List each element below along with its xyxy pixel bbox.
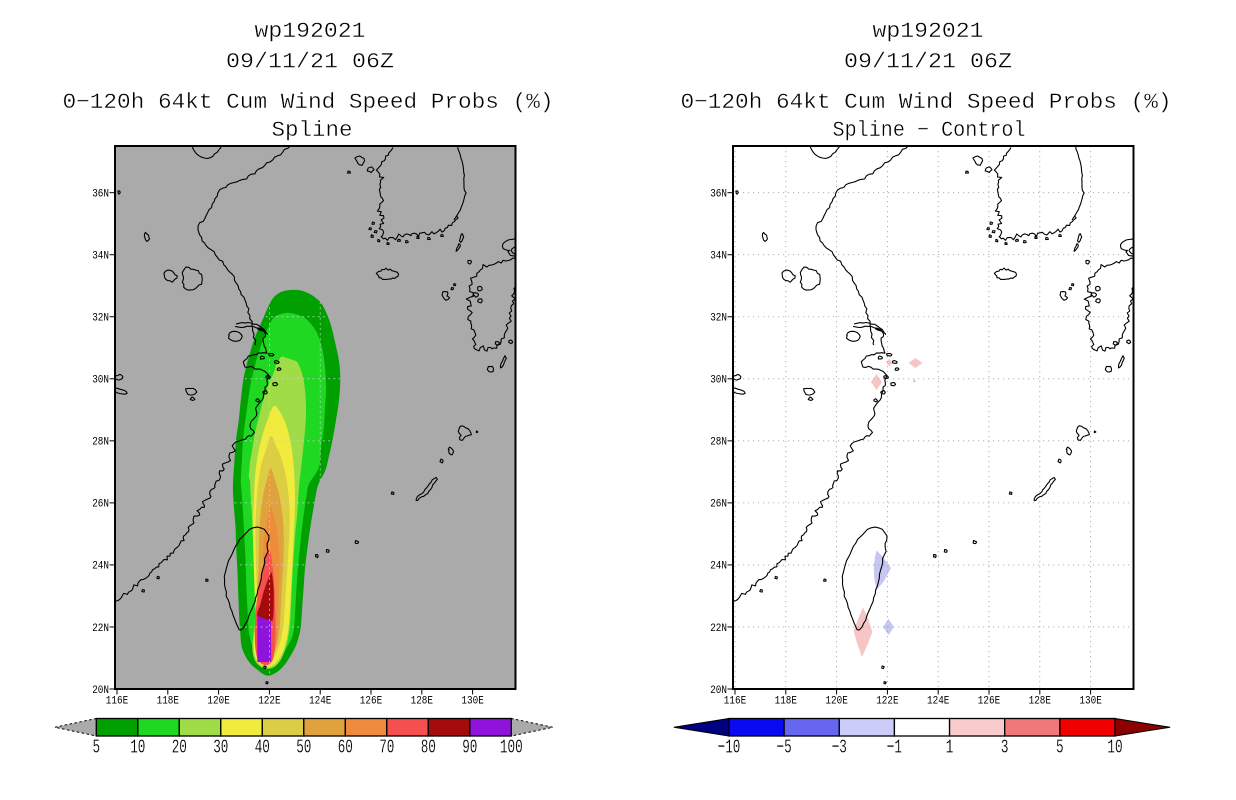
svg-text:120E: 120E — [207, 696, 230, 708]
svg-text:36N: 36N — [92, 189, 109, 201]
svg-text:36N: 36N — [710, 189, 727, 201]
svg-text:28N: 28N — [710, 437, 727, 449]
svg-text:124E: 124E — [927, 696, 950, 708]
svg-text:90: 90 — [462, 737, 477, 759]
svg-text:100: 100 — [500, 737, 523, 759]
svg-text:126E: 126E — [360, 696, 383, 708]
svg-text:Spline: Spline — [272, 118, 353, 143]
svg-text:09/11/21 06Z: 09/11/21 06Z — [844, 50, 1012, 75]
svg-text:10: 10 — [1107, 737, 1122, 759]
svg-text:wp192021: wp192021 — [255, 19, 366, 44]
svg-text:70: 70 — [379, 737, 394, 759]
svg-text:120E: 120E — [825, 696, 848, 708]
svg-text:wp192021: wp192021 — [873, 19, 984, 44]
svg-text:118E: 118E — [775, 696, 798, 708]
svg-text:22N: 22N — [710, 623, 727, 635]
svg-text:30N: 30N — [710, 375, 727, 387]
svg-text:20: 20 — [172, 737, 187, 759]
svg-text:50: 50 — [296, 737, 311, 759]
svg-text:−3: −3 — [832, 737, 847, 759]
svg-text:−10: −10 — [718, 737, 741, 759]
svg-text:128E: 128E — [411, 696, 434, 708]
svg-text:−1: −1 — [887, 737, 902, 759]
svg-text:122E: 122E — [876, 696, 899, 708]
svg-text:5: 5 — [93, 737, 101, 759]
svg-text:32N: 32N — [710, 313, 727, 325]
svg-text:5: 5 — [1056, 737, 1064, 759]
svg-text:24N: 24N — [710, 561, 727, 573]
svg-text:34N: 34N — [92, 251, 109, 263]
svg-text:0−120h 64kt Cum Wind Speed Pro: 0−120h 64kt Cum Wind Speed Probs (%) — [681, 90, 1172, 115]
svg-text:3: 3 — [1001, 737, 1009, 759]
svg-text:1: 1 — [946, 737, 954, 759]
svg-text:30: 30 — [213, 737, 228, 759]
svg-text:80: 80 — [421, 737, 436, 759]
svg-text:130E: 130E — [461, 696, 484, 708]
svg-text:60: 60 — [338, 737, 353, 759]
svg-text:118E: 118E — [157, 696, 180, 708]
svg-text:40: 40 — [255, 737, 270, 759]
svg-text:32N: 32N — [92, 313, 109, 325]
svg-text:128E: 128E — [1029, 696, 1052, 708]
svg-text:26N: 26N — [92, 499, 109, 511]
svg-text:116E: 116E — [724, 696, 747, 708]
svg-text:126E: 126E — [978, 696, 1001, 708]
svg-text:20N: 20N — [92, 685, 109, 697]
svg-text:10: 10 — [130, 737, 145, 759]
svg-text:20N: 20N — [710, 685, 727, 697]
svg-text:116E: 116E — [106, 696, 129, 708]
svg-text:124E: 124E — [309, 696, 332, 708]
svg-text:30N: 30N — [92, 375, 109, 387]
svg-text:34N: 34N — [710, 251, 727, 263]
svg-text:Spline − Control: Spline − Control — [833, 118, 1026, 143]
svg-text:130E: 130E — [1079, 696, 1102, 708]
svg-text:22N: 22N — [92, 623, 109, 635]
svg-text:0−120h 64kt Cum Wind Speed Pro: 0−120h 64kt Cum Wind Speed Probs (%) — [63, 90, 554, 115]
svg-text:09/11/21 06Z: 09/11/21 06Z — [226, 50, 394, 75]
svg-text:−5: −5 — [777, 737, 792, 759]
svg-text:24N: 24N — [92, 561, 109, 573]
svg-text:26N: 26N — [710, 499, 727, 511]
svg-text:28N: 28N — [92, 437, 109, 449]
svg-text:122E: 122E — [258, 696, 281, 708]
